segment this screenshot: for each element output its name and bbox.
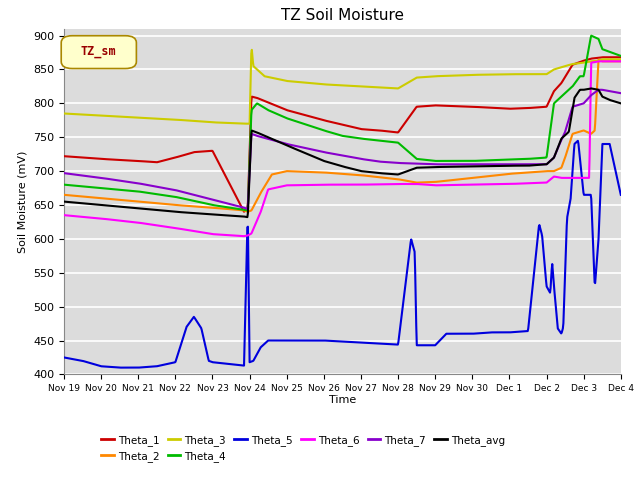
X-axis label: Time: Time <box>329 395 356 405</box>
Text: TZ_sm: TZ_sm <box>81 45 116 58</box>
Legend: Theta_1, Theta_2, Theta_3, Theta_4, Theta_5, Theta_6, Theta_7, Theta_avg: Theta_1, Theta_2, Theta_3, Theta_4, Thet… <box>97 431 509 466</box>
Title: TZ Soil Moisture: TZ Soil Moisture <box>281 9 404 24</box>
FancyBboxPatch shape <box>61 36 136 69</box>
Y-axis label: Soil Moisture (mV): Soil Moisture (mV) <box>17 150 28 253</box>
